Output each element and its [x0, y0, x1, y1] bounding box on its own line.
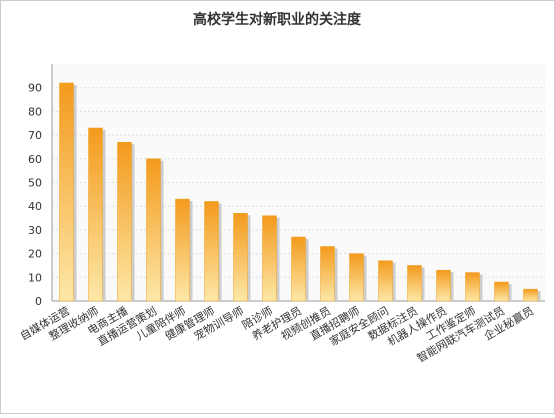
chart-title: 高校学生对新职业的关注度 — [193, 11, 362, 28]
bar — [175, 198, 190, 302]
bar — [320, 246, 335, 302]
bar — [88, 127, 103, 302]
bar — [146, 158, 161, 302]
bar — [291, 236, 306, 302]
y-tick-label: 30 — [28, 224, 42, 237]
bar — [233, 213, 248, 302]
bar — [349, 253, 364, 302]
bar — [407, 265, 422, 302]
bar — [523, 288, 538, 302]
bar — [494, 281, 509, 302]
y-tick-label: 40 — [28, 200, 42, 213]
y-tick-label: 10 — [28, 271, 42, 284]
y-tick-label: 70 — [28, 129, 42, 142]
bar — [204, 201, 219, 302]
y-tick-label: 60 — [28, 153, 42, 166]
y-tick-label: 50 — [28, 177, 42, 190]
bar — [117, 141, 132, 302]
bar — [465, 272, 480, 302]
bar — [59, 82, 74, 302]
y-tick-label: 20 — [28, 248, 42, 261]
bar — [436, 269, 451, 302]
y-tick-label: 0 — [35, 295, 42, 308]
bar — [262, 215, 277, 302]
y-tick-label: 80 — [28, 105, 42, 118]
y-tick-label: 90 — [28, 82, 42, 95]
bar — [378, 260, 393, 302]
